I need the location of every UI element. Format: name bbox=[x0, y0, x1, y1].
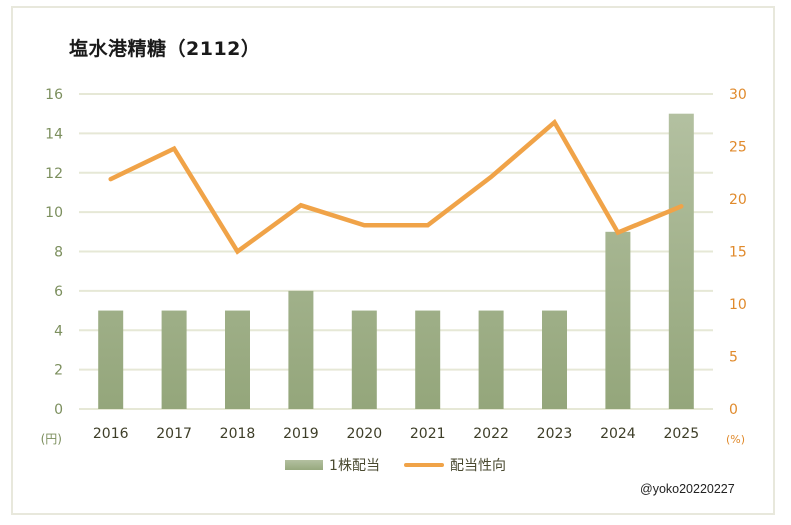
line-swatch-icon bbox=[403, 463, 444, 467]
bar-dividend bbox=[288, 290, 314, 409]
credit-text: @yoko20220227 bbox=[640, 482, 735, 496]
bar-dividend bbox=[225, 310, 250, 409]
chart-frame bbox=[11, 6, 775, 515]
legend: 1株配当 配当性向 bbox=[0, 455, 791, 475]
x-axis-label: 2023 bbox=[537, 426, 573, 442]
bar-dividend bbox=[668, 113, 694, 409]
x-axis-label: 2016 bbox=[93, 426, 129, 442]
right-axis-tick: 20 bbox=[729, 192, 747, 208]
x-axis-label: 2025 bbox=[663, 426, 699, 442]
right-axis-unit: (%) bbox=[726, 433, 745, 446]
bar-dividend bbox=[542, 310, 567, 409]
line-payout-ratio bbox=[108, 118, 684, 255]
bar-dividend bbox=[351, 310, 377, 409]
x-axis-label: 2024 bbox=[600, 426, 636, 442]
bar-dividend bbox=[415, 310, 441, 409]
x-axis-label: 2017 bbox=[156, 426, 192, 442]
x-axis-label: 2018 bbox=[220, 426, 256, 442]
left-axis-tick: 6 bbox=[54, 284, 63, 300]
x-axis-label: 2021 bbox=[410, 426, 446, 442]
left-axis-tick: 16 bbox=[45, 87, 63, 103]
bar-dividend bbox=[161, 310, 187, 409]
legend-label-dividend: 1株配当 bbox=[329, 458, 380, 474]
right-axis-tick: 30 bbox=[729, 87, 747, 103]
bar-dividend bbox=[605, 231, 631, 409]
left-axis-tick: 14 bbox=[45, 126, 63, 142]
left-axis-tick: 2 bbox=[54, 363, 63, 379]
bar-dividend bbox=[478, 310, 504, 409]
x-axis-label: 2020 bbox=[346, 426, 382, 442]
right-axis-tick: 25 bbox=[729, 140, 747, 156]
left-axis-tick: 4 bbox=[54, 323, 63, 339]
left-axis-tick: 8 bbox=[54, 245, 63, 261]
bar-swatch-icon bbox=[285, 460, 324, 470]
left-axis-tick: 12 bbox=[45, 166, 63, 182]
legend-item-payout-ratio: 配当性向 bbox=[403, 455, 506, 475]
right-axis-tick: 15 bbox=[729, 245, 747, 261]
bar-dividend bbox=[98, 310, 124, 409]
right-axis-tick: 0 bbox=[729, 402, 738, 418]
x-axis-label: 2022 bbox=[473, 426, 509, 442]
x-axis-label: 2019 bbox=[283, 426, 319, 442]
right-axis-tick: 10 bbox=[729, 297, 747, 313]
chart-title: 塩水港精糖（2112） bbox=[69, 38, 261, 60]
right-axis-tick: 5 bbox=[729, 350, 738, 366]
legend-label-payout-ratio: 配当性向 bbox=[449, 458, 506, 474]
left-axis-tick: 10 bbox=[45, 205, 63, 221]
left-axis-tick: 0 bbox=[54, 402, 63, 418]
left-axis-unit: (円) bbox=[41, 432, 62, 446]
legend-item-dividend: 1株配当 bbox=[285, 455, 380, 475]
